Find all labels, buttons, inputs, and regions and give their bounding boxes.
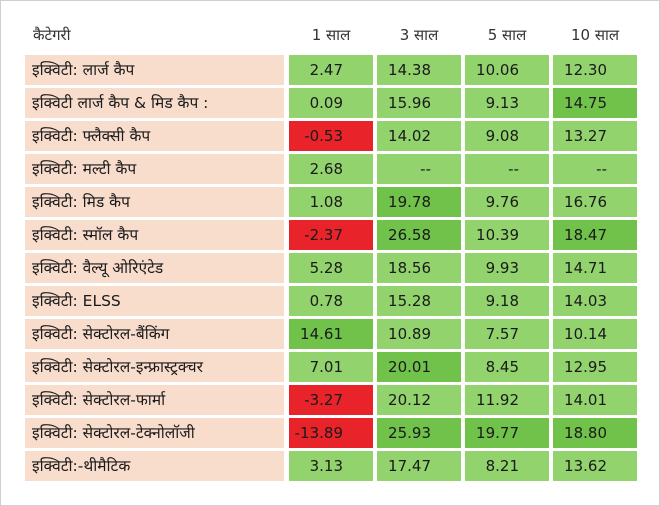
return-cell: 13.62 — [553, 451, 637, 481]
return-cell: 14.61 — [289, 319, 373, 349]
category-cell: इक्विटी: वैल्यू ओरिएंटेड — [25, 253, 284, 283]
header-5-year: 5 साल — [487, 26, 527, 44]
return-cell: 17.47 — [377, 451, 461, 481]
return-cell: 3.13 — [289, 451, 373, 481]
return-cell: 0.09 — [289, 88, 373, 118]
return-cell: -- — [553, 154, 637, 184]
return-cell: 14.38 — [377, 55, 461, 85]
return-cell: 18.56 — [377, 253, 461, 283]
return-cell: 0.78 — [289, 286, 373, 316]
return-cell: 14.02 — [377, 121, 461, 151]
return-cell: 10.06 — [465, 55, 549, 85]
table-header: कैटेगरी 1 साल 3 साल 5 साल 10 साल — [25, 19, 645, 47]
return-cell: 10.14 — [553, 319, 637, 349]
return-cell: 19.77 — [465, 418, 549, 448]
return-cell: -13.89 — [289, 418, 373, 448]
header-10-year: 10 साल — [570, 26, 620, 44]
return-cell: 18.80 — [553, 418, 637, 448]
return-cell: -- — [377, 154, 461, 184]
return-cell: 26.58 — [377, 220, 461, 250]
return-cell: 12.95 — [553, 352, 637, 382]
category-cell: इक्विटी:-थीमैटिक — [25, 451, 284, 481]
return-cell: 20.01 — [377, 352, 461, 382]
return-cell: 14.03 — [553, 286, 637, 316]
return-cell: 15.28 — [377, 286, 461, 316]
header-1-year: 1 साल — [311, 26, 351, 44]
return-cell: 16.76 — [553, 187, 637, 217]
category-cell: इक्विटी: ELSS — [25, 286, 284, 316]
return-cell: 9.13 — [465, 88, 549, 118]
return-cell: 14.71 — [553, 253, 637, 283]
category-cell: इक्विटी: सेक्टोरल-फार्मा — [25, 385, 284, 415]
return-cell: -- — [465, 154, 549, 184]
category-cell: इक्विटी: लार्ज कैप — [25, 55, 284, 85]
category-cell: इक्विटी: सेक्टोरल-टेक्नोलॉजी — [25, 418, 284, 448]
return-cell: -3.27 — [289, 385, 373, 415]
return-cell: 2.68 — [289, 154, 373, 184]
return-cell: 10.89 — [377, 319, 461, 349]
return-cell: 11.92 — [465, 385, 549, 415]
return-cell: 9.08 — [465, 121, 549, 151]
category-cell: इक्विटी: मिड कैप — [25, 187, 284, 217]
return-cell: 19.78 — [377, 187, 461, 217]
return-cell: 9.93 — [465, 253, 549, 283]
return-cell: 7.01 — [289, 352, 373, 382]
return-cell: 18.47 — [553, 220, 637, 250]
return-cell: 8.21 — [465, 451, 549, 481]
return-cell: 10.39 — [465, 220, 549, 250]
return-cell: 9.18 — [465, 286, 549, 316]
return-cell: 2.47 — [289, 55, 373, 85]
header-3-year: 3 साल — [399, 26, 439, 44]
return-cell: -2.37 — [289, 220, 373, 250]
category-cell: इक्विटी: स्मॉल कैप — [25, 220, 284, 250]
return-cell: 8.45 — [465, 352, 549, 382]
return-cell: 14.75 — [553, 88, 637, 118]
return-cell: -0.53 — [289, 121, 373, 151]
category-cell: इक्विटी: सेक्टोरल-बैंकिंग — [25, 319, 284, 349]
header-category: कैटेगरी — [33, 26, 71, 44]
category-cell: इक्विटी: फ्लैक्सी कैप — [25, 121, 284, 151]
return-cell: 20.12 — [377, 385, 461, 415]
category-cell: इक्विटी: मल्टी कैप — [25, 154, 284, 184]
return-cell: 9.76 — [465, 187, 549, 217]
return-cell: 7.57 — [465, 319, 549, 349]
return-cell: 12.30 — [553, 55, 637, 85]
category-cell: इक्विटी: सेक्टोरल-इन्फ्रास्ट्रक्चर — [25, 352, 284, 382]
return-cell: 13.27 — [553, 121, 637, 151]
return-cell: 14.01 — [553, 385, 637, 415]
return-cell: 25.93 — [377, 418, 461, 448]
return-cell: 15.96 — [377, 88, 461, 118]
return-cell: 5.28 — [289, 253, 373, 283]
category-cell: इक्विटी लार्ज कैप & मिड कैप : — [25, 88, 284, 118]
return-cell: 1.08 — [289, 187, 373, 217]
